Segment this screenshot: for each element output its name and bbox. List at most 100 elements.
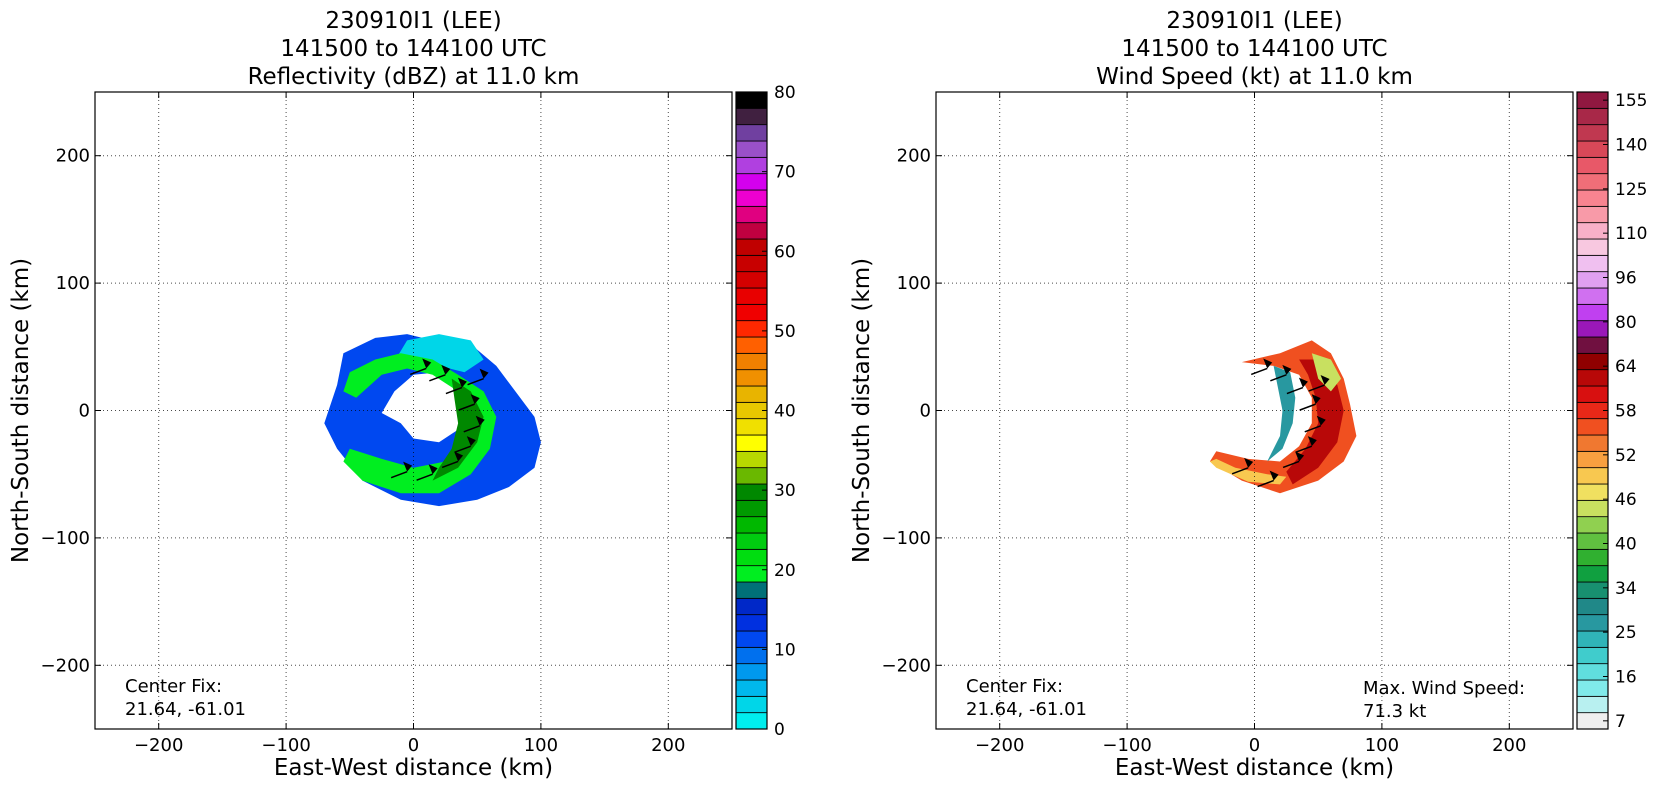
- colorbar-tick-label: 96: [1615, 269, 1637, 289]
- x-tick-label: 0: [408, 735, 419, 756]
- colorbar-segment: [735, 91, 768, 109]
- wind-barbs: [390, 358, 489, 481]
- colorbar-tick-label: 60: [774, 242, 796, 262]
- y-tick-label: 100: [56, 273, 90, 294]
- colorbar-segment: [735, 254, 768, 273]
- colorbar-segment: [1576, 597, 1609, 616]
- data-field: [1209, 340, 1357, 494]
- x-tick-label: 100: [1365, 735, 1399, 756]
- colorbar-segment: [735, 385, 768, 403]
- colorbar-tick-label: 52: [1615, 446, 1637, 466]
- wind-barb-staff: [467, 377, 484, 386]
- colorbar-segment: [1576, 140, 1609, 158]
- colorbar-segment: [1576, 548, 1609, 567]
- wind-barb-flag: [1269, 470, 1279, 481]
- colorbar-tick-label: 50: [774, 322, 796, 342]
- colorbar-segment: [1576, 124, 1609, 142]
- field-region-2: [1209, 458, 1287, 485]
- wind-barb: [416, 464, 438, 481]
- wind-barb: [1250, 358, 1273, 376]
- y-tick-label: 200: [56, 146, 90, 167]
- colorbar: 0 10 20 30 40 50 60 70 80: [735, 83, 796, 740]
- colorbar-segment: [735, 320, 768, 338]
- colorbar-tick-label: 7: [1615, 712, 1626, 732]
- y-tick-label: −100: [882, 528, 931, 549]
- x-axis-label: East-West distance (km): [1115, 755, 1394, 781]
- x-tick-label: −200: [975, 735, 1024, 756]
- colorbar-segment: [1576, 646, 1609, 665]
- x-tick-label: 200: [651, 735, 685, 756]
- wind-barb-staff: [1270, 374, 1287, 382]
- y-tick-label: −100: [41, 528, 90, 549]
- chart-title-line: 230910I1 (LEE): [325, 8, 501, 34]
- colorbar-tick-label: 34: [1615, 579, 1637, 599]
- colorbar-segment: [1576, 499, 1609, 518]
- wind-barb-flag: [1263, 358, 1273, 369]
- chart-title-line: Wind Speed (kt) at 11.0 km: [1096, 64, 1413, 90]
- colorbar-segment: [1576, 238, 1609, 256]
- y-tick-label: 200: [897, 146, 931, 167]
- colorbar-segment: [735, 303, 768, 322]
- wind-barb-staff: [1308, 384, 1325, 392]
- wind-barb-flag: [1307, 436, 1317, 447]
- x-tick-label: −200: [134, 735, 183, 756]
- wind-barb: [467, 368, 489, 386]
- colorbar-segment: [735, 450, 768, 469]
- wind-barb-staff: [1257, 479, 1274, 488]
- colorbar-segment: [735, 271, 768, 289]
- wind-barb: [1308, 375, 1330, 392]
- wind-barb-staff: [463, 425, 481, 433]
- wind-barb-staff: [1295, 445, 1313, 453]
- wind-barb-staff: [1286, 386, 1304, 395]
- wind-barb-staff: [1299, 403, 1316, 411]
- y-tick-label: 0: [920, 401, 931, 422]
- colorbar-segment: [1576, 156, 1609, 175]
- colorbar-segment: [1576, 450, 1609, 469]
- wind-barb-flag: [1320, 375, 1330, 386]
- wind-barb: [1282, 451, 1305, 469]
- field-region-1: [1286, 359, 1344, 485]
- colorbar-segment: [735, 467, 768, 485]
- colorbar-segment: [1576, 205, 1609, 224]
- colorbar-segment: [1576, 385, 1609, 403]
- wind-barb-staff: [441, 460, 459, 469]
- y-tick-label: −200: [41, 655, 90, 676]
- wind-barb-flag: [479, 368, 489, 379]
- colorbar-segment: [1576, 581, 1609, 599]
- data-field: [324, 334, 541, 507]
- center-fix-label: Center Fix:: [125, 676, 222, 697]
- colorbar-segment: [1576, 434, 1609, 452]
- colorbar-tick-label: 140: [1615, 136, 1647, 156]
- wind-barb-flag: [470, 394, 480, 405]
- wind-barb-flag: [457, 377, 467, 388]
- colorbar-segment: [1576, 630, 1609, 648]
- wind-barb-staff: [416, 473, 433, 481]
- colorbar-segment: [735, 352, 768, 371]
- wind-barb-flag: [422, 358, 432, 369]
- wind-barb-flag: [466, 436, 476, 447]
- wind-barb: [463, 415, 485, 433]
- colorbar-segment: [1576, 516, 1609, 534]
- wind-barb-flag: [403, 461, 413, 472]
- wind-barb-flag: [1316, 415, 1326, 426]
- colorbar-tick-label: 58: [1615, 402, 1637, 422]
- colorbar-segment: [1576, 369, 1609, 387]
- field-region-3: [1311, 353, 1342, 392]
- center-fix-label: Center Fix:: [966, 676, 1063, 697]
- colorbar-tick-label: 46: [1615, 490, 1637, 510]
- colorbar-segment: [735, 630, 768, 648]
- colorbar-tick-label: 64: [1615, 357, 1637, 377]
- colorbar-tick-label: 70: [774, 163, 796, 183]
- wind-barb-staff: [1282, 460, 1300, 469]
- wind-barb-staff: [390, 470, 408, 479]
- colorbar-segment: [735, 614, 768, 632]
- colorbar-segment: [735, 418, 768, 436]
- colorbar-segment: [1576, 679, 1609, 697]
- colorbar-segment: [1576, 254, 1609, 273]
- wind-barb: [390, 461, 413, 479]
- y-tick-label: 0: [79, 401, 90, 422]
- x-tick-label: 100: [524, 735, 558, 756]
- wind-barb-flag: [1311, 394, 1321, 405]
- colorbar-segment: [1576, 532, 1609, 550]
